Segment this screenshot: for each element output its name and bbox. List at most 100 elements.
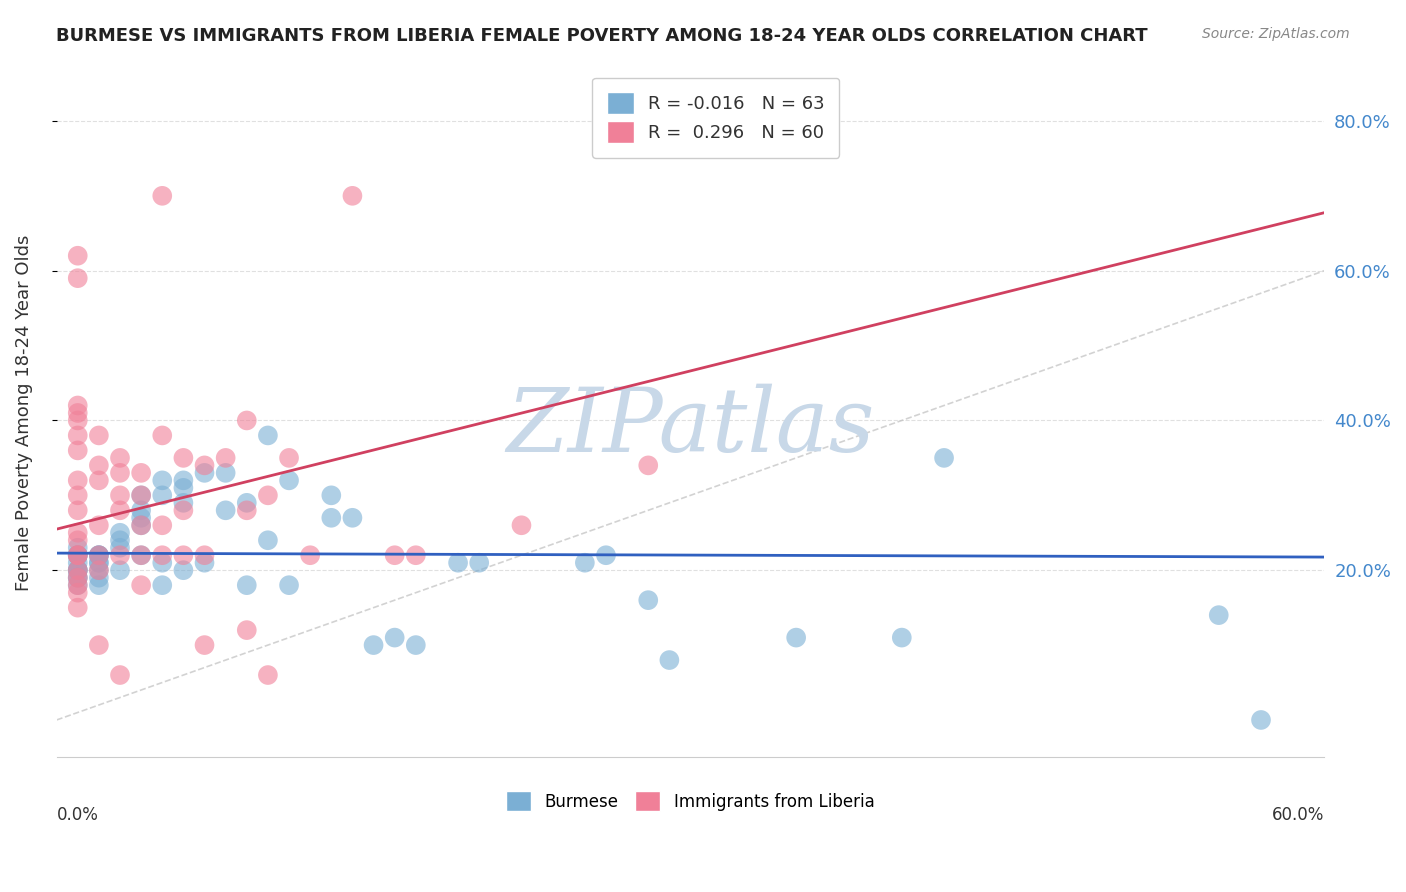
- Text: 60.0%: 60.0%: [1272, 805, 1324, 823]
- Point: [87, 548, 110, 562]
- Point: [172, 563, 194, 577]
- Point: [87, 518, 110, 533]
- Point: [172, 503, 194, 517]
- Point: [66, 585, 89, 599]
- Point: [87, 548, 110, 562]
- Point: [193, 458, 215, 473]
- Point: [129, 510, 152, 524]
- Point: [108, 548, 131, 562]
- Point: [66, 413, 89, 427]
- Point: [172, 450, 194, 465]
- Point: [236, 413, 259, 427]
- Point: [150, 488, 173, 502]
- Point: [447, 556, 470, 570]
- Point: [257, 533, 280, 548]
- Point: [66, 548, 89, 562]
- Point: [129, 518, 152, 533]
- Point: [214, 466, 236, 480]
- Point: [66, 600, 89, 615]
- Point: [257, 428, 280, 442]
- Point: [66, 571, 89, 585]
- Point: [299, 548, 322, 562]
- Point: [129, 548, 152, 562]
- Point: [129, 578, 152, 592]
- Point: [129, 466, 152, 480]
- Point: [129, 548, 152, 562]
- Point: [66, 548, 89, 562]
- Y-axis label: Female Poverty Among 18-24 Year Olds: Female Poverty Among 18-24 Year Olds: [15, 235, 32, 591]
- Text: BURMESE VS IMMIGRANTS FROM LIBERIA FEMALE POVERTY AMONG 18-24 YEAR OLDS CORRELAT: BURMESE VS IMMIGRANTS FROM LIBERIA FEMAL…: [56, 27, 1147, 45]
- Point: [108, 668, 131, 682]
- Point: [66, 548, 89, 562]
- Point: [172, 496, 194, 510]
- Point: [66, 556, 89, 570]
- Point: [87, 578, 110, 592]
- Point: [214, 450, 236, 465]
- Point: [278, 578, 301, 592]
- Point: [129, 488, 152, 502]
- Point: [405, 548, 427, 562]
- Point: [468, 556, 491, 570]
- Point: [87, 428, 110, 442]
- Point: [129, 488, 152, 502]
- Point: [108, 488, 131, 502]
- Point: [108, 466, 131, 480]
- Point: [932, 450, 955, 465]
- Point: [108, 563, 131, 577]
- Point: [66, 571, 89, 585]
- Point: [236, 496, 259, 510]
- Point: [87, 571, 110, 585]
- Point: [342, 510, 364, 524]
- Point: [150, 189, 173, 203]
- Point: [1250, 713, 1272, 727]
- Point: [150, 428, 173, 442]
- Point: [66, 399, 89, 413]
- Point: [193, 638, 215, 652]
- Point: [66, 541, 89, 555]
- Point: [129, 518, 152, 533]
- Point: [87, 548, 110, 562]
- Point: [66, 578, 89, 592]
- Text: ZIPatlas: ZIPatlas: [506, 384, 875, 470]
- Point: [66, 406, 89, 420]
- Point: [87, 474, 110, 488]
- Point: [193, 466, 215, 480]
- Point: [66, 271, 89, 285]
- Point: [193, 548, 215, 562]
- Point: [66, 503, 89, 517]
- Point: [108, 450, 131, 465]
- Point: [172, 548, 194, 562]
- Point: [658, 653, 681, 667]
- Point: [87, 458, 110, 473]
- Point: [278, 450, 301, 465]
- Point: [1208, 608, 1230, 623]
- Point: [87, 563, 110, 577]
- Point: [321, 510, 343, 524]
- Point: [66, 443, 89, 458]
- Point: [595, 548, 617, 562]
- Point: [150, 578, 173, 592]
- Point: [87, 556, 110, 570]
- Point: [257, 488, 280, 502]
- Point: [785, 631, 807, 645]
- Point: [257, 668, 280, 682]
- Point: [214, 503, 236, 517]
- Point: [66, 563, 89, 577]
- Point: [150, 556, 173, 570]
- Legend: Burmese, Immigrants from Liberia: Burmese, Immigrants from Liberia: [499, 784, 882, 818]
- Point: [87, 638, 110, 652]
- Point: [87, 556, 110, 570]
- Point: [108, 533, 131, 548]
- Point: [66, 578, 89, 592]
- Point: [66, 533, 89, 548]
- Point: [66, 571, 89, 585]
- Point: [150, 518, 173, 533]
- Point: [342, 189, 364, 203]
- Point: [66, 563, 89, 577]
- Point: [405, 638, 427, 652]
- Point: [87, 563, 110, 577]
- Point: [108, 541, 131, 555]
- Point: [87, 548, 110, 562]
- Point: [108, 503, 131, 517]
- Point: [384, 631, 406, 645]
